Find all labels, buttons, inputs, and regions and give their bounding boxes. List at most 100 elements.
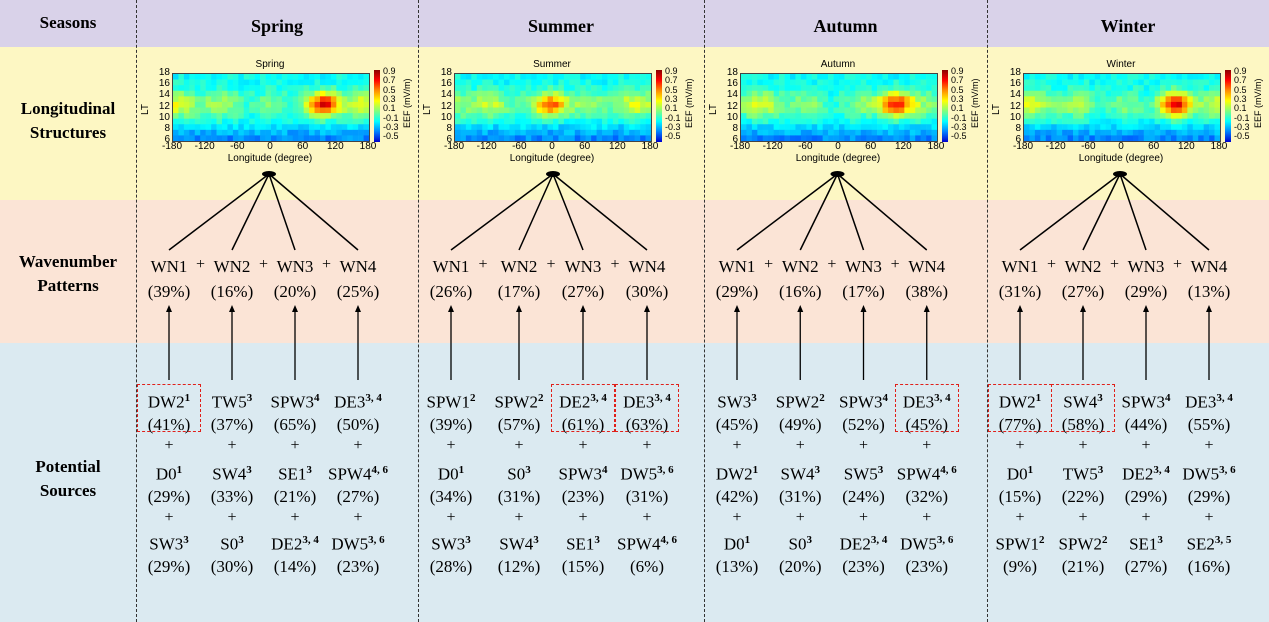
heatmap-cell [931, 74, 937, 80]
heatmap-cell [931, 96, 937, 103]
heatmap-cell [882, 96, 889, 103]
heatmap-cell [828, 135, 834, 141]
heatmap-cell [1067, 107, 1074, 114]
source-percent: (33%) [210, 486, 254, 506]
heatmap-cell [909, 96, 916, 103]
heatmap-cell [1132, 129, 1139, 136]
heatmap-cell [1209, 118, 1215, 125]
heatmap-cell [602, 135, 608, 141]
heatmap-cell [200, 124, 206, 131]
heatmap-cell [320, 129, 326, 136]
heatmap-cell [1062, 74, 1068, 80]
panel-ytick: 8 [1015, 122, 1021, 134]
heatmap-cell [915, 101, 921, 108]
heatmap-cell [871, 79, 878, 86]
heatmap-cell [898, 113, 905, 119]
plus-sign: + [1078, 509, 1088, 526]
heatmap-cell [806, 135, 813, 141]
heatmap-cell [1165, 79, 1172, 86]
heatmap-cell [1143, 129, 1150, 136]
heatmap-cell [569, 135, 576, 141]
heatmap-cell [904, 101, 911, 108]
heatmap-cell [757, 96, 764, 103]
heatmap-cell [746, 79, 753, 86]
source-item: SE23, 5 (16%) [1169, 529, 1249, 578]
heatmap-cell [1040, 90, 1047, 97]
heatmap-cell [779, 135, 785, 141]
heatmap-cell [888, 90, 894, 97]
heatmap-cell [784, 124, 791, 131]
heatmap-cell [1181, 79, 1188, 86]
heatmap-cell [1132, 124, 1139, 131]
heatmap-cell [232, 101, 239, 108]
panel-ytick: 18 [1009, 67, 1021, 78]
heatmap-cell [314, 79, 321, 86]
source-name: SPW3 [1121, 392, 1165, 412]
heatmap-cell [931, 79, 937, 86]
heatmap-cell [757, 74, 764, 80]
heatmap-cell [553, 96, 559, 103]
heatmap-cell [1154, 79, 1161, 86]
heatmap-cell [1083, 96, 1090, 103]
heatmap-cell [1192, 85, 1199, 92]
heatmap-cell [336, 101, 343, 108]
heatmap-cell [471, 101, 478, 108]
heatmap-cell [1214, 118, 1220, 125]
heatmap-cell [1165, 129, 1172, 136]
heatmap-cell [893, 118, 900, 125]
heatmap-cell [558, 85, 565, 92]
heatmap-cell [341, 124, 348, 131]
heatmap-cell [482, 113, 488, 119]
wavenumber-label: WN4 [339, 257, 377, 276]
heatmap-cell [634, 79, 641, 86]
heatmap-cell [330, 90, 337, 97]
heatmap-cell [746, 90, 753, 97]
heatmap-cell [200, 96, 206, 103]
heatmap-cell [866, 96, 872, 103]
heatmap-cell [1024, 135, 1030, 141]
heatmap-cell [254, 118, 261, 125]
heatmap-cell [330, 101, 337, 108]
heatmap-cell [287, 129, 294, 136]
heatmap-cell [931, 85, 937, 92]
heatmap-cell [320, 135, 326, 141]
heatmap-cell [915, 85, 921, 92]
heatmap-cell [1187, 90, 1194, 97]
panel-ytick: 12 [1009, 100, 1021, 112]
heatmap-cell [347, 79, 353, 86]
heatmap-cell [1143, 101, 1150, 108]
heatmap-cell [629, 101, 635, 108]
heatmap-cell [238, 129, 245, 136]
heatmap-cell [741, 118, 747, 125]
heatmap-cell [542, 96, 548, 103]
heatmap-cell [1116, 107, 1123, 114]
heatmap-cell [741, 101, 747, 108]
heatmap-cell [817, 79, 823, 86]
heatmap-cell [1116, 90, 1123, 97]
heatmap-cell [1203, 96, 1210, 103]
plus-sign: + [732, 437, 742, 454]
source-superscript: 3 [533, 534, 539, 546]
heatmap-cell [811, 113, 818, 119]
heatmap-cell [1160, 101, 1166, 108]
heatmap-cell [200, 107, 206, 114]
heatmap-cell [898, 129, 905, 136]
heatmap-cell [757, 118, 764, 125]
heatmap-cell [634, 101, 641, 108]
heatmap-cell [1094, 101, 1101, 108]
heatmap-cell [303, 135, 310, 141]
heatmap-cell [779, 96, 785, 103]
heatmap-cell [877, 113, 883, 119]
heatmap-cell [363, 124, 369, 131]
colorbar-tick: 0.5 [383, 84, 396, 95]
wavenumber-percent: (20%) [273, 282, 317, 301]
heatmap-cell [591, 96, 597, 103]
heatmap-cell [309, 79, 315, 86]
heatmap-cell [1214, 74, 1220, 80]
heatmap-cell [363, 79, 369, 86]
panel-title: Winter [1106, 59, 1136, 70]
heatmap-cell [1073, 129, 1079, 136]
heatmap-cell [898, 96, 905, 103]
heatmap-cell [773, 124, 780, 131]
heatmap-cell [320, 96, 326, 103]
